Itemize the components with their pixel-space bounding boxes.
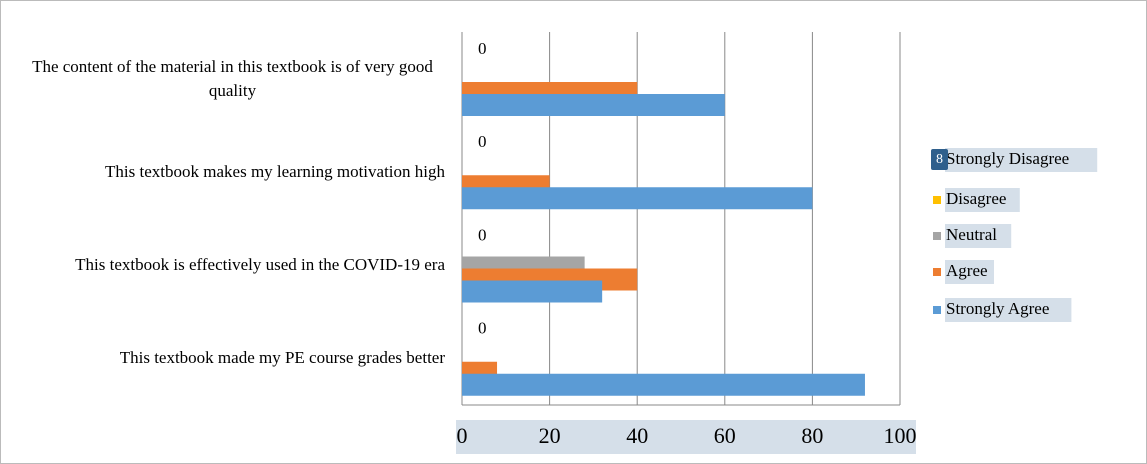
annotation: 8 [936,152,943,167]
data-label: 0 [478,39,487,58]
bar [462,280,603,303]
tick-label-background [456,420,916,454]
data-label: 0 [478,132,487,151]
legend-swatch [933,268,941,276]
legend-text-background [945,224,1012,248]
legend-text-background [945,260,994,284]
legend-label: Disagree [946,189,1006,208]
data-label: 0 [478,319,487,338]
legend-label: Strongly Disagree [946,149,1069,168]
category-text: The content of the material in this text… [32,56,433,100]
x-tick-label: 100 [884,423,917,448]
category-label: This textbook made my PE course grades b… [20,312,445,405]
annotation-badge [931,149,948,170]
bar [462,94,725,116]
bar [462,187,813,210]
x-tick-label: 20 [539,423,561,448]
legend-label: Neutral [946,225,997,244]
x-tick-label: 80 [801,423,823,448]
x-tick-label: 0 [457,423,468,448]
x-tick-label: 60 [714,423,736,448]
legend-swatch [933,306,941,314]
category-text: This textbook made my PE course grades b… [119,348,445,368]
category-label: This textbook is effectively used in the… [20,219,445,312]
legend-swatch [933,196,941,204]
category-label: This textbook makes my learning motivati… [20,125,445,218]
bar [462,373,865,396]
legend-label: Agree [946,261,988,280]
data-label: 0 [478,225,487,244]
category-text: This textbook is effectively used in the… [75,255,445,274]
legend-swatch [933,232,941,240]
legend-text-background [945,298,1072,322]
legend-text-background [945,148,1098,172]
category-label: The content of the material in this text… [20,32,445,125]
legend-label: Strongly Agree [946,299,1049,318]
x-tick-label: 40 [626,423,648,448]
legend-text-background [945,188,1020,212]
category-text: This textbook makes my learning motivati… [105,161,445,181]
